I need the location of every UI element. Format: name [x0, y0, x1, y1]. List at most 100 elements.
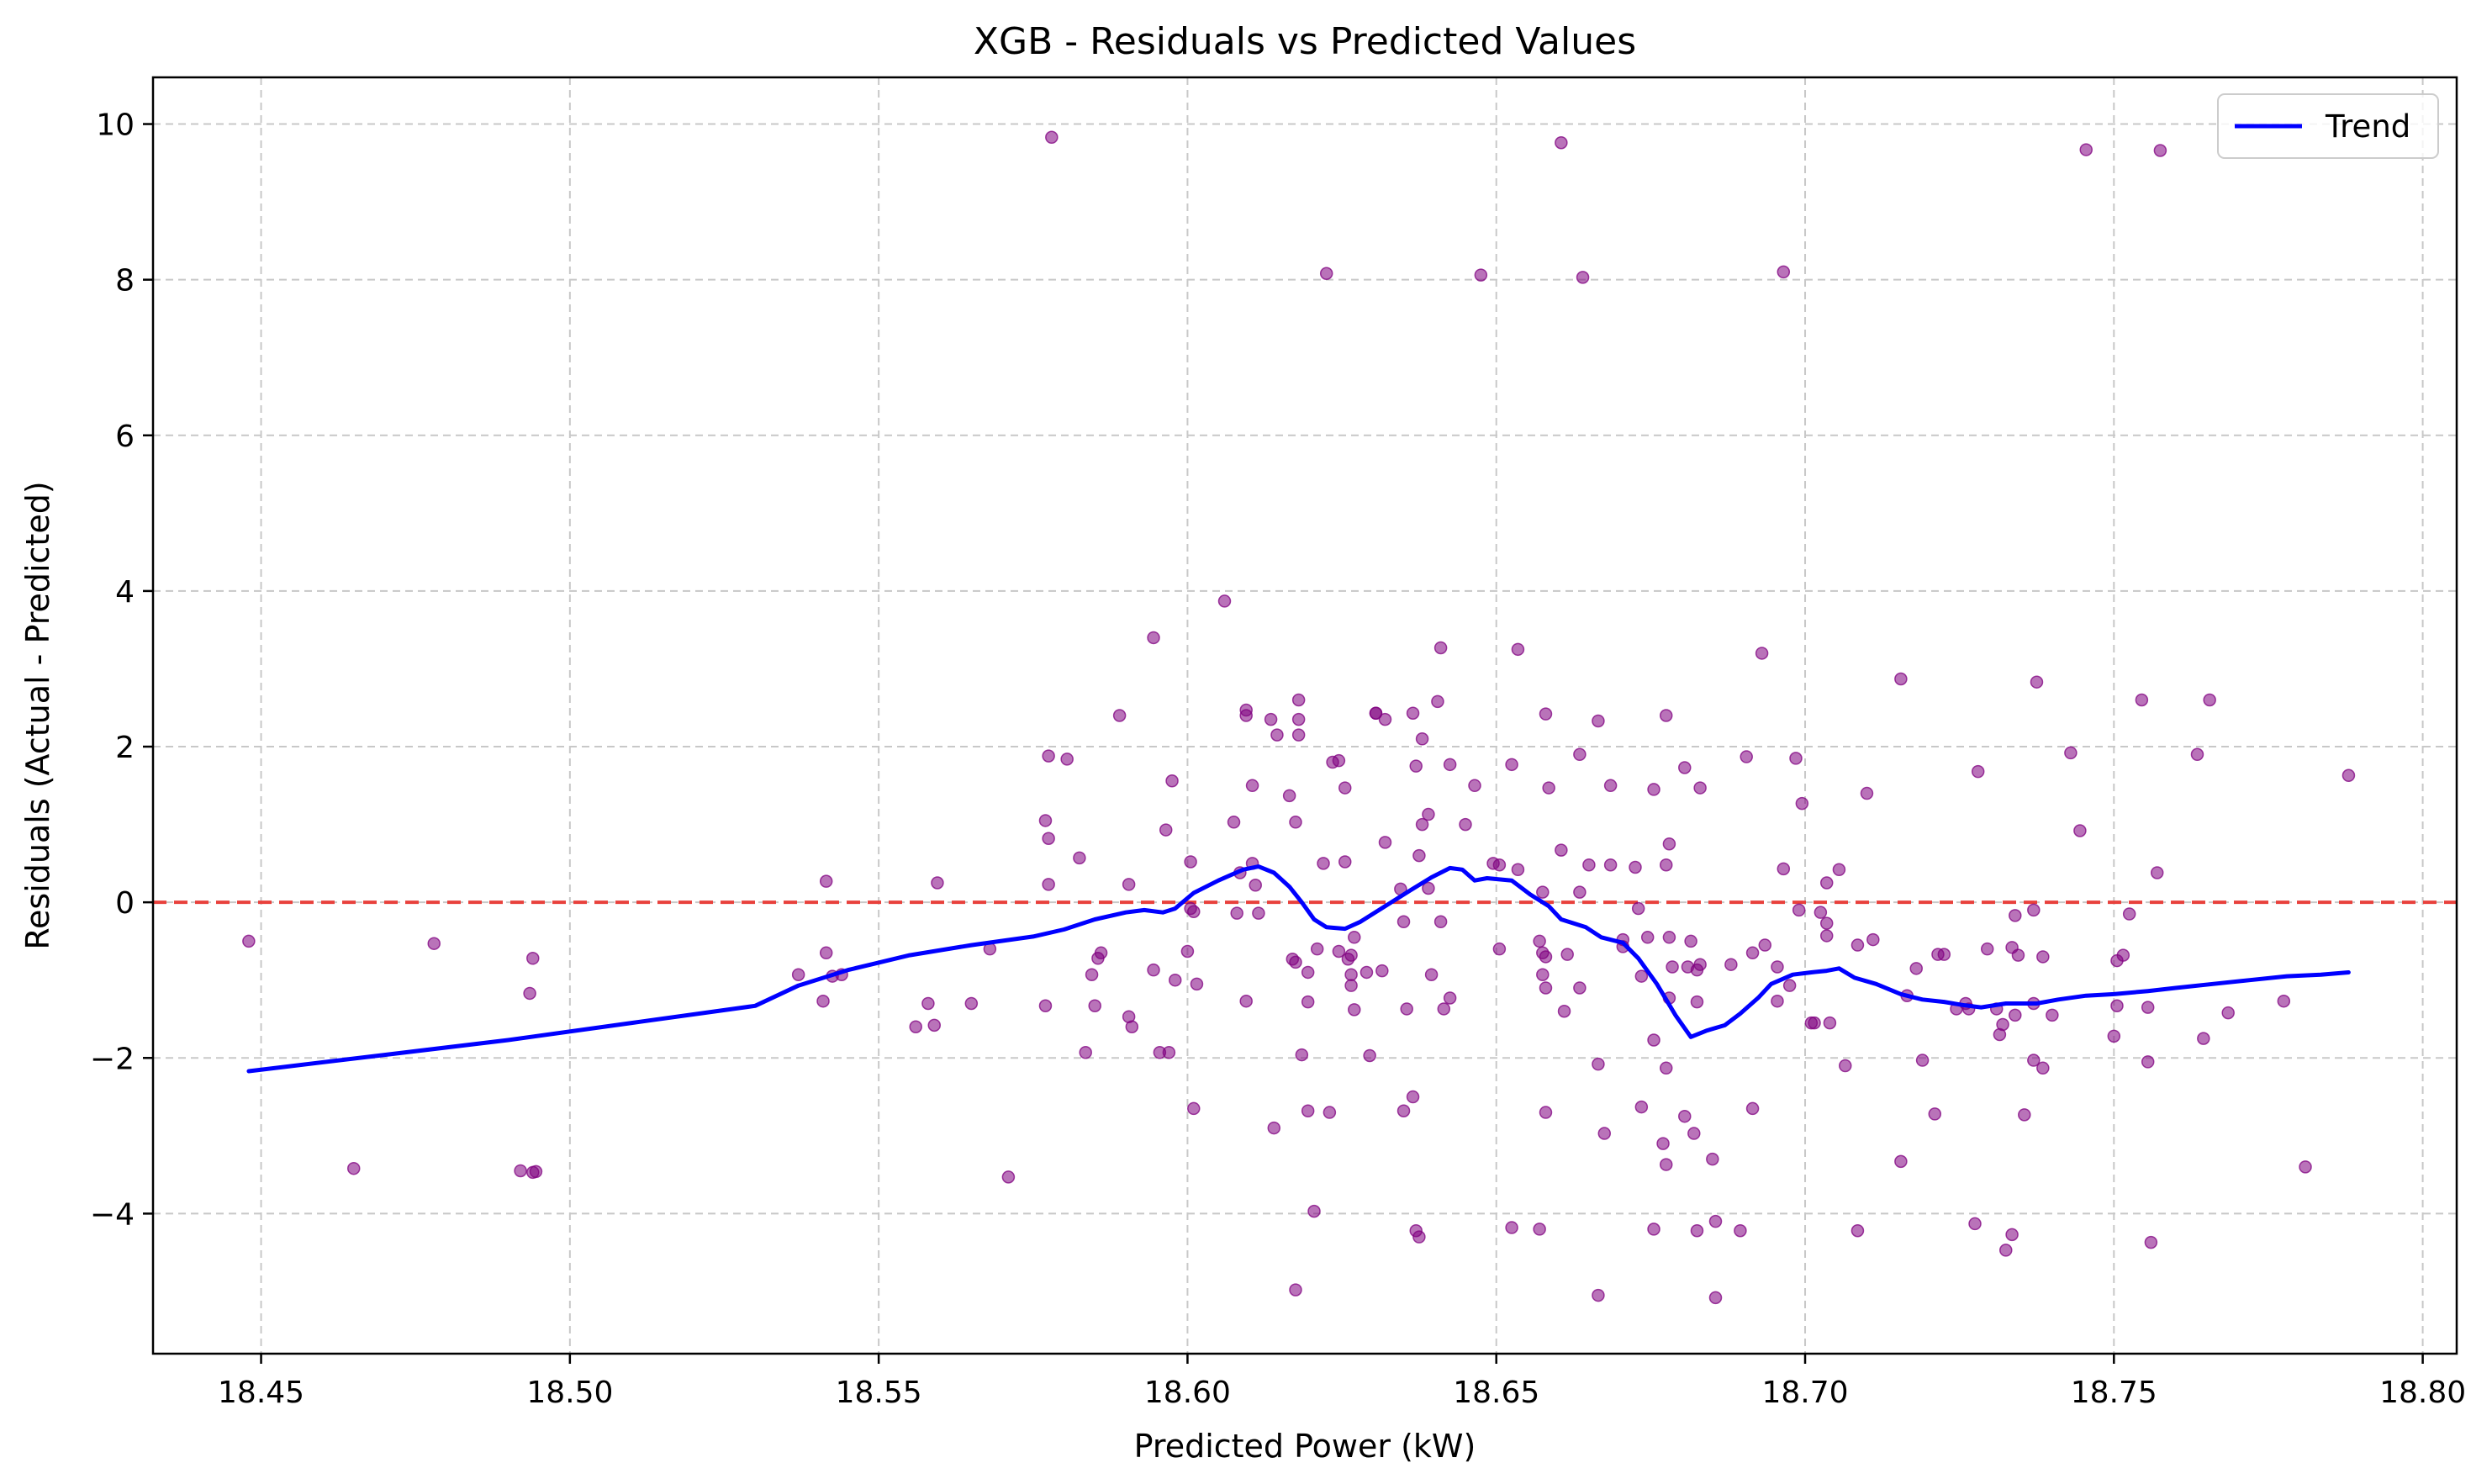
scatter-point: [2011, 948, 2025, 962]
scatter-point: [1542, 781, 1555, 795]
scatter-point: [1396, 915, 1411, 929]
scatter-point: [1291, 712, 1306, 726]
scatter-point: [2027, 903, 2041, 917]
scatter-point: [1597, 1127, 1612, 1140]
scatter-point: [514, 1164, 527, 1178]
scatter-point: [1378, 712, 1392, 726]
scatter-point: [1291, 693, 1306, 707]
scatter-point: [1647, 1223, 1660, 1236]
scatter-point: [2009, 909, 2022, 922]
scatter-point: [819, 946, 833, 960]
scatter-point: [1125, 1020, 1139, 1033]
scatter-point: [1555, 136, 1568, 150]
scatter-point: [927, 1018, 941, 1032]
scatter-point: [1634, 1100, 1649, 1114]
scatter-point: [2153, 144, 2167, 157]
scatter-point: [1533, 1223, 1546, 1236]
scatter-point: [1659, 1158, 1673, 1171]
scatter-point: [1539, 1106, 1553, 1119]
scatter-point: [1492, 858, 1507, 872]
scatter-point: [1289, 1283, 1302, 1297]
scatter-point: [1079, 1046, 1092, 1059]
scatter-point: [2073, 824, 2087, 837]
scatter-point: [1396, 1104, 1411, 1117]
scatter-point: [1301, 1104, 1315, 1117]
scatter-point: [1755, 647, 1769, 660]
scatter-point: [1782, 979, 1797, 992]
scatter-point: [1348, 1003, 1361, 1017]
scatter-point: [1536, 885, 1550, 899]
scatter-point: [1839, 1059, 1852, 1073]
scatter-point: [1539, 707, 1553, 721]
scatter-point: [1582, 858, 1596, 872]
scatter-point: [1771, 960, 1784, 974]
scatter-point: [2342, 768, 2356, 783]
scatter-point: [2009, 1008, 2022, 1022]
scatter-point: [1264, 712, 1278, 726]
scatter-point: [1814, 906, 1828, 919]
scatter-point: [1094, 946, 1108, 960]
scatter-point: [1734, 1224, 1747, 1238]
scatter-point: [1159, 823, 1173, 837]
scatter-points: [242, 130, 2356, 1305]
scatter-point: [1557, 1004, 1571, 1018]
scatter-point: [1422, 807, 1435, 821]
grid-lines: [153, 77, 2457, 1354]
scatter-point: [1474, 268, 1488, 282]
y-tick-label: −4: [90, 1197, 135, 1232]
scatter-point: [1230, 906, 1243, 920]
scatter-point: [1363, 1048, 1376, 1063]
x-tick-label: 18.75: [2071, 1376, 2157, 1410]
scatter-point: [1162, 1046, 1176, 1059]
scatter-point: [1443, 758, 1457, 772]
scatter-point: [1505, 758, 1518, 772]
scatter-point: [2221, 1006, 2235, 1020]
x-tick-label: 18.60: [1144, 1376, 1231, 1410]
scatter-point: [1823, 1016, 1837, 1030]
scatter-point: [1147, 631, 1160, 645]
scatter-point: [1851, 938, 1865, 952]
scatter-point: [1038, 999, 1053, 1013]
scatter-point: [1789, 752, 1803, 765]
scatter-point: [1344, 948, 1358, 962]
scatter-point: [1656, 1137, 1670, 1150]
scatter-point: [2277, 994, 2291, 1008]
scatter-point: [1415, 732, 1429, 746]
scatter-point: [1909, 962, 1923, 975]
scatter-point: [1536, 968, 1550, 981]
scatter-point: [1758, 938, 1772, 952]
scatter-point: [1431, 694, 1444, 709]
scatter-point: [1073, 851, 1086, 865]
scatter-point: [1319, 267, 1333, 281]
scatter-point: [242, 934, 256, 948]
scatter-point: [2150, 866, 2164, 879]
scatter-point: [1042, 832, 1055, 845]
scatter-point: [1792, 903, 1806, 917]
y-tick-label: 6: [115, 420, 135, 454]
y-axis-label: Residuals (Actual - Predicted): [19, 481, 56, 949]
scatter-point: [1122, 878, 1136, 891]
scatter-point: [2107, 1029, 2121, 1043]
x-tick-label: 18.80: [2379, 1376, 2466, 1410]
scatter-point: [1771, 994, 1784, 1008]
scatter-point: [2299, 1160, 2312, 1174]
scatter-point: [1971, 764, 1985, 779]
scatter-point: [1252, 906, 1265, 920]
scatter-point: [1415, 817, 1429, 832]
scatter-point: [1740, 750, 1753, 763]
x-tick-label: 18.45: [218, 1376, 304, 1410]
scatter-point: [1592, 714, 1605, 728]
scatter-point: [1332, 753, 1346, 768]
scatter-point: [1894, 672, 1908, 686]
scatter-point: [1433, 641, 1448, 655]
scatter-point: [1295, 1048, 1309, 1062]
scatter-point: [791, 968, 805, 981]
scatter-point: [1282, 789, 1296, 803]
scatter-point: [2110, 999, 2124, 1013]
scatter-point: [1968, 1217, 1982, 1231]
scatter-point: [1301, 965, 1315, 980]
scatter-point: [1187, 1101, 1201, 1116]
scatter-point: [1338, 781, 1352, 795]
scatter-point: [1468, 779, 1481, 793]
scatter-point: [1851, 1224, 1865, 1238]
